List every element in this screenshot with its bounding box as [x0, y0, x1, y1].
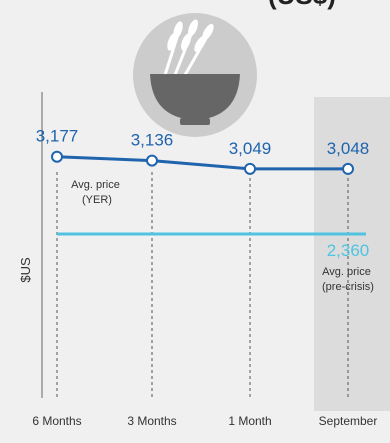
reference-note: Avg. price (pre-crisis) [322, 266, 374, 293]
series-line [56, 155, 349, 171]
wheat-icon [163, 19, 214, 76]
data-value-label: 3,177 [36, 127, 79, 146]
data-value-label: 3,136 [131, 131, 174, 150]
chart-title: (US$) [268, 0, 336, 10]
data-points [51, 150, 354, 175]
series-note: Avg. price (YER) [71, 179, 123, 206]
x-tick-label: 1 Month [228, 414, 271, 428]
bowl-base [180, 118, 210, 125]
data-point [51, 150, 63, 163]
x-tick-labels: 6 Months 3 Months 1 Month September [32, 414, 377, 428]
reference-value-label: 2,360 [327, 241, 370, 260]
y-axis-label: $US [18, 257, 33, 283]
value-labels: 3,177 3,136 3,049 3,048 [36, 127, 370, 158]
wheat-bowl-icon [133, 13, 257, 137]
data-point [342, 162, 354, 175]
category-guides [56, 172, 349, 398]
highlight-band [314, 97, 390, 411]
x-tick-label: September [319, 414, 378, 428]
bowl-icon [150, 74, 240, 120]
data-point [146, 154, 158, 167]
data-value-label: 3,049 [229, 139, 272, 158]
data-point [244, 162, 256, 175]
x-tick-label: 6 Months [32, 414, 81, 428]
x-tick-label: 3 Months [127, 414, 176, 428]
data-value-label: 3,048 [327, 139, 370, 158]
